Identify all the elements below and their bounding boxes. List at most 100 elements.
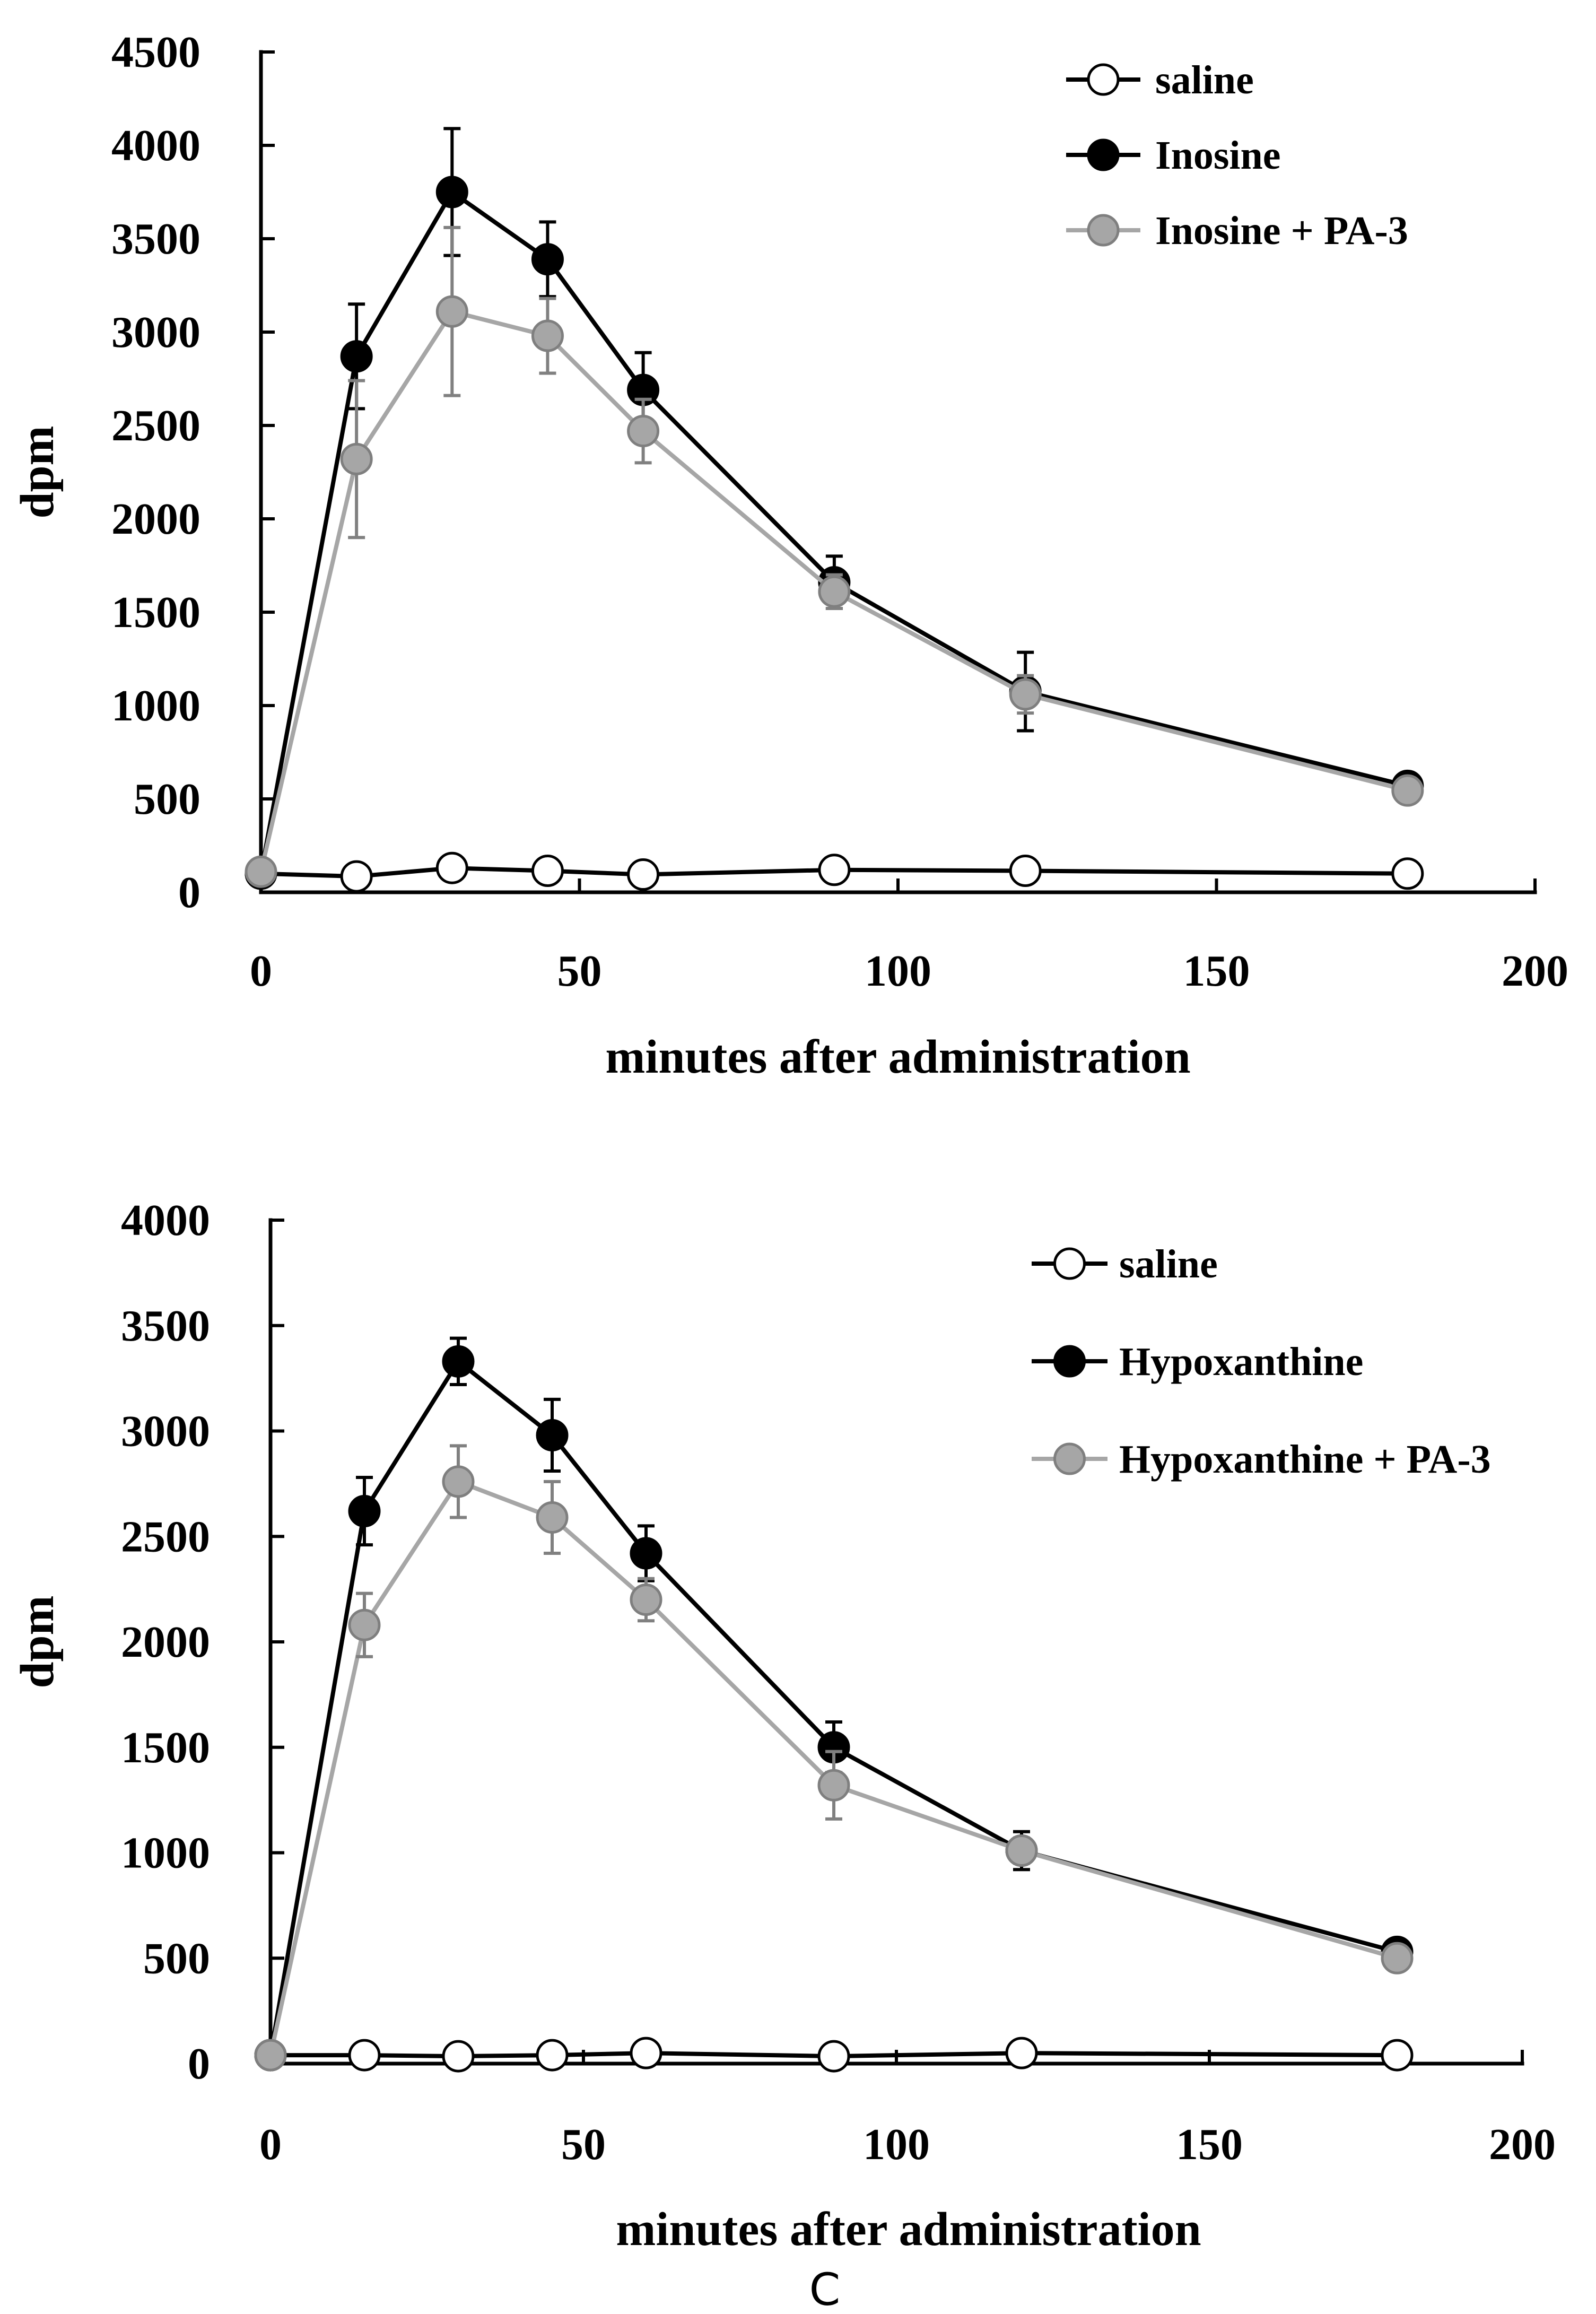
y-tick-label: 0 [178, 868, 200, 917]
data-point [536, 1419, 569, 1451]
legend-marker [1087, 138, 1120, 171]
series-saline [254, 2037, 1414, 2073]
x-tick-label: 0 [259, 2120, 282, 2169]
data-point [630, 1537, 662, 1570]
y-axis-title: dpm [11, 1595, 64, 1688]
data-point [1381, 2039, 1414, 2072]
legend-label: saline [1155, 58, 1254, 102]
data-point [1381, 1942, 1414, 1974]
data-point [442, 1465, 475, 1498]
legend-item: Hypoxanthine + PA-3 [1032, 1437, 1491, 1482]
y-tick-label: 1000 [121, 1829, 210, 1878]
data-point [254, 2039, 287, 2072]
data-point [1009, 855, 1042, 888]
chart-panel-1: 0 500 1000 1500 2000 2500 3000 3500 4000 4500 0 50 1… [11, 28, 1568, 1083]
data-point [531, 855, 564, 888]
series-line [268, 1479, 1398, 2056]
x-tick-label: 150 [1183, 946, 1250, 996]
y-tick-label: 2000 [111, 494, 200, 544]
data-point [630, 2037, 662, 2069]
x-tick-label: 0 [250, 946, 272, 996]
x-tick-label: 200 [1502, 946, 1568, 996]
data-point [818, 575, 851, 608]
legend-marker [1053, 1442, 1086, 1475]
x-axis-title: minutes after administration [605, 1031, 1190, 1083]
series-line [259, 190, 1408, 874]
legend-item: Inosine + PA-3 [1066, 208, 1408, 253]
y-tick-label: 4500 [111, 28, 200, 77]
x-tick-label: 100 [865, 946, 931, 996]
data-point [536, 1501, 569, 1534]
data-point [817, 2040, 850, 2073]
data-point [1009, 678, 1042, 711]
data-point [435, 176, 468, 208]
y-tick-label: 500 [134, 775, 200, 824]
y-tick-label: 0 [188, 2039, 210, 2089]
legend-item: saline [1066, 58, 1254, 102]
y-tick-label: 2500 [121, 1512, 210, 1561]
data-point [1391, 857, 1424, 890]
data-point [340, 340, 373, 373]
y-tick-label: 4000 [111, 121, 200, 170]
data-point [1005, 2037, 1038, 2069]
y-tick-label: 3500 [111, 214, 200, 264]
x-tick-label: 150 [1176, 2120, 1243, 2169]
panel-label-bottom: C [809, 2264, 841, 2314]
data-point [348, 1495, 381, 1528]
data-point [817, 1769, 850, 1802]
data-point [531, 243, 564, 276]
y-tick-label: 1500 [121, 1723, 210, 1772]
legend-marker [1053, 1345, 1086, 1378]
legend-marker [1053, 1247, 1086, 1280]
legend-marker [1087, 214, 1120, 247]
data-point [818, 854, 851, 886]
y-tick-label: 2000 [121, 1617, 210, 1667]
series-saline [245, 851, 1424, 893]
data-point [627, 858, 660, 891]
data-point [442, 2040, 475, 2073]
data-point [442, 1345, 475, 1378]
x-axis-title: minutes after administration [616, 2203, 1201, 2256]
data-point [340, 860, 373, 893]
legend-label: Inosine [1155, 133, 1281, 178]
data-point [340, 442, 373, 475]
data-point [536, 2039, 569, 2072]
legend-item: Hypoxanthine [1032, 1339, 1363, 1384]
y-axis-title: dpm [11, 425, 64, 518]
y-tick-label: 1500 [111, 588, 200, 637]
data-point [1391, 774, 1424, 807]
series-line [268, 1359, 1398, 2056]
series-inosine-pa-3 [245, 225, 1424, 888]
y-tick-label: 3500 [121, 1301, 210, 1351]
legend-item: Inosine [1066, 133, 1281, 178]
data-point [348, 1608, 381, 1641]
y-tick-label: 3000 [111, 308, 200, 357]
y-tick-label: 500 [143, 1934, 210, 1983]
y-tick-label: 2500 [111, 401, 200, 450]
x-tick-label: 50 [557, 946, 602, 996]
y-tick-label: 1000 [111, 681, 200, 730]
legend-marker [1087, 63, 1120, 96]
panel-label: B [0, 0, 15, 11]
legend-label: saline [1119, 1242, 1218, 1286]
series-line [259, 309, 1408, 873]
legend-label: Hypoxanthine + PA-3 [1119, 1437, 1491, 1482]
data-point [627, 415, 660, 448]
data-point [245, 855, 277, 888]
series-hypoxanthine-pa-3 [254, 1444, 1414, 2072]
data-point [435, 295, 468, 328]
legend-label: Inosine + PA-3 [1155, 208, 1408, 253]
data-point [531, 319, 564, 352]
legend-label: Hypoxanthine [1119, 1339, 1363, 1384]
legend-item: saline [1032, 1242, 1218, 1286]
y-tick-label: 3000 [121, 1407, 210, 1456]
x-tick-label: 200 [1489, 2120, 1556, 2169]
x-tick-label: 50 [561, 2120, 606, 2169]
data-point [435, 851, 468, 884]
data-point [1005, 1834, 1038, 1867]
data-point [630, 1584, 662, 1616]
y-tick-label: 4000 [121, 1196, 210, 1245]
x-tick-label: 100 [863, 2120, 930, 2169]
